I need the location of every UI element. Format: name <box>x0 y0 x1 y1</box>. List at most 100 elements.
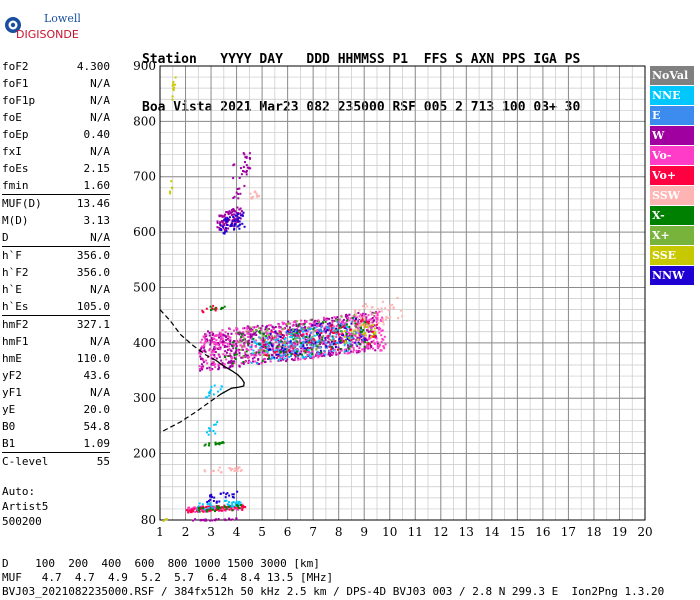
echo-point <box>320 322 323 325</box>
echo-point <box>291 332 294 335</box>
echo-point <box>319 335 322 338</box>
echo-point <box>378 310 381 313</box>
echo-point <box>356 316 358 319</box>
echo-point <box>333 340 336 343</box>
echo-point <box>298 345 301 348</box>
echo-point <box>334 332 337 335</box>
echo-point <box>300 343 303 346</box>
echo-point <box>327 353 330 356</box>
echo-point <box>315 322 318 325</box>
echo-point <box>204 443 207 446</box>
station-header: Station YYYY DAY DDD HHMMSS P1 FFS S AXN… <box>142 20 580 132</box>
echo-point <box>211 338 214 341</box>
echo-point <box>376 344 379 347</box>
echo-point <box>204 470 207 473</box>
echo-point <box>399 309 402 312</box>
echo-point <box>275 353 278 356</box>
echo-point <box>348 327 351 330</box>
echo-point <box>335 327 338 330</box>
echo-point <box>316 330 318 333</box>
echo-point <box>318 339 321 342</box>
echo-point <box>233 217 236 220</box>
echo-point <box>263 361 266 364</box>
echo-point <box>332 352 335 354</box>
param-separator <box>2 452 110 453</box>
echo-point <box>240 504 242 506</box>
echo-point <box>354 311 357 314</box>
param-value: N/A <box>90 386 110 399</box>
echo-point <box>209 498 212 501</box>
echo-point <box>401 315 404 318</box>
echo-point <box>295 320 298 323</box>
echo-point <box>331 335 334 338</box>
param-row: C-level 55 <box>2 453 110 470</box>
echo-point <box>216 226 219 229</box>
echo-point <box>221 220 223 222</box>
echo-point <box>344 342 347 345</box>
echo-point <box>360 320 363 323</box>
echo-point <box>238 340 241 343</box>
echo-point <box>306 340 309 342</box>
echo-point <box>302 341 305 344</box>
echo-point <box>171 186 173 189</box>
x-tick-label: 14 <box>484 525 500 539</box>
echo-point <box>324 353 327 356</box>
echo-point <box>313 326 316 329</box>
echo-point <box>328 333 331 336</box>
param-name: hmE <box>2 352 22 365</box>
echo-point <box>212 507 215 510</box>
echo-point <box>345 330 348 333</box>
echo-point <box>209 354 212 357</box>
y-tick-label: 500 <box>133 280 156 294</box>
echo-point <box>232 177 235 180</box>
echo-point <box>301 333 304 336</box>
echo-point <box>239 344 242 347</box>
echo-point <box>210 336 213 339</box>
echo-point <box>342 321 345 324</box>
echo-point <box>225 499 228 502</box>
echo-point <box>338 337 341 340</box>
echo-point <box>252 349 255 352</box>
echo-point <box>344 322 346 325</box>
echo-point <box>335 330 338 333</box>
echo-point <box>235 504 238 507</box>
echo-point <box>364 326 367 329</box>
echo-point <box>271 345 274 348</box>
echo-point <box>337 333 340 336</box>
echo-point <box>206 362 209 365</box>
echo-point <box>291 342 294 345</box>
header-labels: Station YYYY DAY DDD HHMMSS P1 FFS S AXN… <box>142 52 580 68</box>
echo-point <box>220 229 223 231</box>
echo-point <box>334 346 337 348</box>
echo-point <box>207 505 210 508</box>
echo-point <box>314 354 317 357</box>
echo-point <box>242 170 244 172</box>
echo-point <box>346 336 349 339</box>
echo-point <box>236 188 239 190</box>
param-row: hmE 110.0 <box>2 350 110 367</box>
echo-point <box>320 325 323 328</box>
echo-point <box>348 325 351 328</box>
echo-point <box>357 320 360 323</box>
echo-point <box>228 494 231 497</box>
echo-point <box>301 323 304 326</box>
y-tick-label: 80 <box>141 513 156 527</box>
echo-point <box>328 322 331 325</box>
legend-item-e: E <box>650 106 694 125</box>
echo-point <box>361 305 364 308</box>
echo-point <box>223 305 226 308</box>
echo-point <box>363 337 366 339</box>
echo-point <box>187 508 190 511</box>
echo-point <box>252 337 255 340</box>
echo-point <box>213 356 216 359</box>
echo-point <box>233 362 236 364</box>
echo-point <box>250 361 253 364</box>
echo-point <box>250 352 253 355</box>
echo-point <box>224 331 227 334</box>
echo-point <box>298 353 301 356</box>
echo-point <box>301 328 304 331</box>
echo-point <box>272 343 275 346</box>
echo-point <box>224 216 227 219</box>
legend-item-nnw: NNW <box>650 266 694 285</box>
echo-point <box>311 324 314 327</box>
